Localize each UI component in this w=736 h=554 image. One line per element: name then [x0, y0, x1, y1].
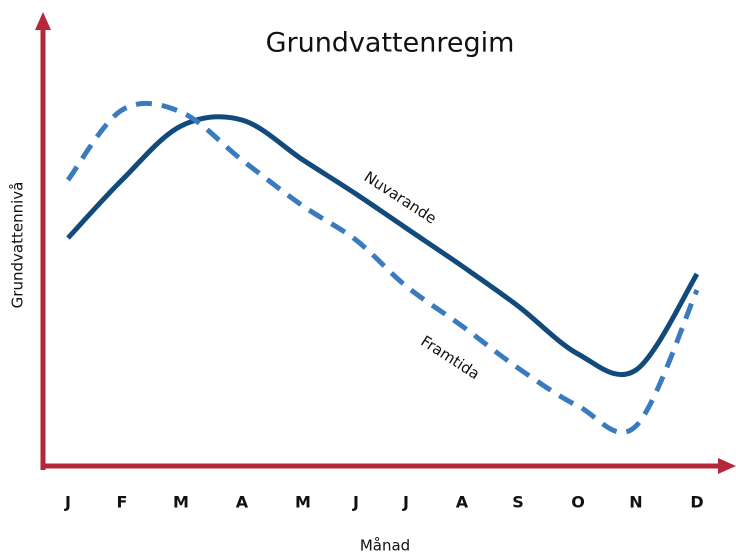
x-tick-label: M: [173, 493, 189, 512]
series-line: [65, 100, 700, 435]
x-axis-arrow: [718, 458, 736, 474]
x-tick-label: F: [117, 493, 128, 512]
x-tick-label: J: [64, 493, 71, 512]
x-tick-label: A: [456, 493, 469, 512]
x-tick-label: S: [512, 493, 524, 512]
x-tick-label: J: [352, 493, 359, 512]
series-label: Framtida: [418, 332, 483, 383]
x-tick-label: A: [236, 493, 249, 512]
y-axis-arrow: [35, 12, 51, 30]
y-axis-label: Grundvattennivå: [9, 182, 27, 309]
x-tick-label: O: [571, 493, 585, 512]
chart-title: Grundvattenregim: [266, 28, 515, 59]
x-tick-label: J: [402, 493, 409, 512]
series-label: Nuvarande: [361, 168, 440, 228]
x-tick-label: D: [690, 493, 703, 512]
series-line: [66, 114, 700, 378]
x-axis-label: Månad: [360, 537, 410, 554]
x-tick-label: N: [629, 493, 642, 512]
x-tick-label: M: [295, 493, 311, 512]
